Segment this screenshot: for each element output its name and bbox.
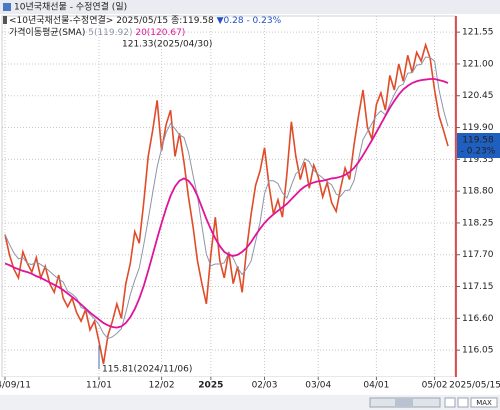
annotation: 121.33(2025/04/30)	[122, 40, 212, 50]
legend-series-name: 20(120.67)	[135, 28, 185, 38]
last-date: 2025/05/15	[449, 381, 500, 391]
series-line	[4, 42, 449, 365]
legend-date: 2025/05/15	[116, 16, 168, 26]
x-tick-label: 2024/09/11	[0, 381, 31, 391]
max-label: MAX	[476, 399, 492, 407]
legend-label: 가격이동평균(SMA)	[9, 26, 85, 38]
x-tick-label: 03/04	[305, 381, 331, 391]
x-axis: 2024/09/11 11/01 12/02 2025 02/03 03/04 04/01 0…	[0, 377, 448, 391]
x-tick-label: 12/02	[149, 381, 175, 391]
y-tick-label: 121.55	[462, 28, 494, 38]
series-lines	[4, 42, 449, 365]
legend-series-name: 5(119.92)	[88, 28, 132, 38]
legend-change: ▼0.28 - 0.23%	[217, 16, 282, 26]
zoom-in-button[interactable]	[457, 397, 469, 408]
legend-line: <10년국채선물-수정연결> 2025/05/15 종:119.58 ▼0.28…	[9, 15, 282, 26]
x-tick-label: 04/01	[363, 381, 389, 391]
max-button[interactable]	[470, 397, 498, 408]
y-tick-label: 120.45	[462, 91, 494, 101]
y-tick-label: 117.15	[462, 282, 494, 292]
y-tick-label: 121.00	[462, 59, 494, 69]
y-tick-label: 118.25	[462, 218, 494, 228]
x-tick-label: 2025	[198, 381, 223, 391]
scroll-thumb[interactable]	[395, 399, 413, 406]
series-line	[4, 78, 449, 329]
legend-marker	[3, 16, 7, 24]
x-tick-label: 05/02	[422, 381, 448, 391]
window-icon	[3, 3, 11, 11]
x-tick-label: 11/01	[86, 381, 112, 391]
current-value-box	[457, 133, 500, 158]
y-tick-label: 116.60	[462, 314, 494, 324]
annotation: 115.81(2024/11/06)	[102, 365, 192, 375]
title-bar	[0, 0, 500, 14]
window-title: 10년국채선물 - 수정연결 (일)	[14, 2, 127, 13]
legend-close: 종:119.58	[171, 15, 214, 26]
y-tick-label: 118.80	[462, 187, 494, 197]
plot-frame	[1, 15, 456, 378]
x-axis-band	[0, 377, 500, 392]
legend-line: 가격이동평균(SMA) 5(119.92) 20(120.67)	[9, 26, 185, 38]
y-tick-label: 117.70	[462, 250, 494, 260]
legend-series-name: <10년국채선물-수정연결>	[9, 15, 113, 26]
y-axis: 116.05 116.60 117.15 117.70 118.25 118.80 119.…	[456, 28, 494, 356]
y-tick-label: 119.35	[462, 155, 494, 165]
y-tick-label: 116.05	[462, 346, 494, 356]
current-change: - 0.23%	[461, 147, 496, 157]
y-tick-label: 119.90	[462, 123, 494, 133]
x-tick-label: 02/03	[252, 381, 278, 391]
current-price: 119.58	[462, 136, 494, 146]
grid	[2, 16, 455, 377]
zoom-out-button[interactable]	[444, 397, 456, 408]
